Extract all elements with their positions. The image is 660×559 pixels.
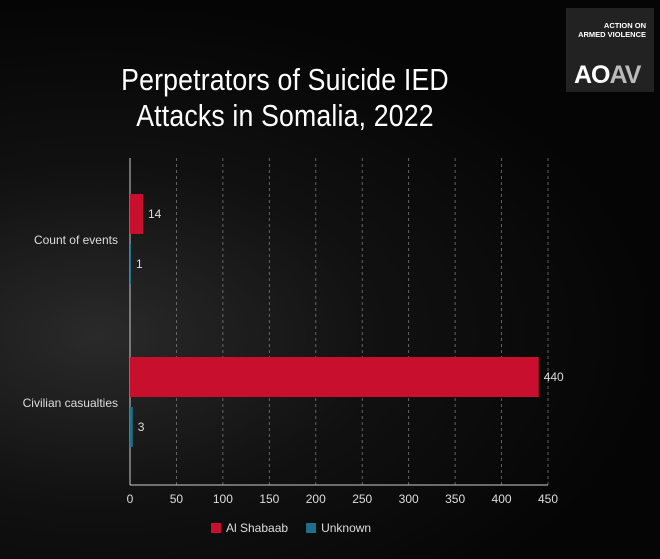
logo-mark-a: AO [574,61,610,89]
x-tick-label: 150 [259,492,279,506]
logo-mark-b: AV [609,61,642,89]
x-tick-label: 250 [352,492,372,506]
bar-unknown [130,407,133,447]
chart-title: Perpetrators of Suicide IED Attacks in S… [121,62,449,133]
bar-al-shabaab [130,194,144,234]
x-tick-label: 50 [170,492,184,506]
data-label: 440 [544,370,564,384]
category-label: Civilian casualties [23,396,118,410]
logo-line1: ACTION ON [603,21,646,30]
data-label: 3 [138,420,145,434]
data-label: 14 [148,207,162,221]
data-label: 1 [136,257,143,271]
x-tick-label: 0 [127,492,134,506]
legend-swatch [211,523,221,533]
x-tick-label: 450 [538,492,558,506]
bar-unknown [130,244,131,284]
legend-label: Al Shabaab [226,521,288,535]
logo-line2: ARMED VIOLENCE [578,30,646,39]
x-tick-label: 300 [399,492,419,506]
bar-al-shabaab [130,357,539,397]
legend-swatch [306,523,317,533]
x-tick-label: 350 [445,492,465,506]
category-label: Count of events [34,233,118,247]
x-tick-label: 100 [213,492,233,506]
legend-label: Unknown [321,521,371,535]
aoav-logo: ACTION ON ARMED VIOLENCE AOAV [566,8,654,92]
x-tick-label: 400 [492,492,512,506]
x-tick-label: 200 [306,492,326,506]
